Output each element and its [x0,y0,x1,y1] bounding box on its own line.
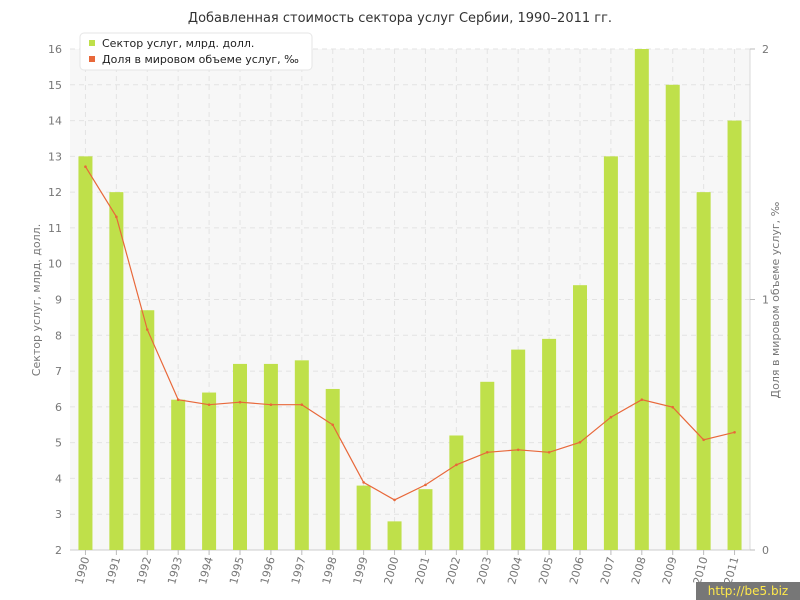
y-left-tick-label: 6 [55,401,62,414]
y-left-tick-label: 10 [48,258,62,271]
y-left-tick-label: 7 [55,365,62,378]
bar [78,156,93,550]
bar [542,338,557,550]
x-tick-label: 2004 [505,555,525,585]
x-tick-label: 1990 [73,555,93,585]
bar [325,388,340,550]
y-axis-right-title: Доля в мировом объеме услуг, ‰ [769,201,782,398]
bars [78,49,742,551]
bar [356,485,371,550]
line-point [207,403,211,407]
x-tick-label: 2002 [443,555,463,585]
bar [233,363,247,550]
x-tick-label: 2006 [567,555,587,585]
x-tick-label: 1998 [320,555,340,585]
y-right-tick-label: 1 [762,294,769,307]
y-left-tick-label: 8 [55,329,62,342]
y-left-tick-label: 5 [55,437,62,450]
watermark-link[interactable]: http://be5.biz [696,582,800,600]
chart-title: Добавленная стоимость сектора услуг Серб… [188,11,612,26]
bar [418,489,433,550]
bar [573,285,587,550]
x-tick-label: 1991 [103,555,123,585]
x-tick-label: 2003 [474,555,494,585]
x-tick-label: 1994 [196,555,216,585]
line-point [331,423,335,427]
bar [109,192,124,550]
line-point [362,481,365,484]
line-point [145,328,149,331]
legend-label-bars: Сектор услуг, млрд. долл. [102,37,254,50]
y-left-tick-label: 3 [55,508,62,521]
y-axis-left-title: Сектор услуг, млрд. долл. [30,224,43,376]
bar [665,84,680,551]
legend-swatch-line [89,56,95,62]
bar [263,363,278,550]
bar [634,49,649,550]
y-left-tick-label: 12 [48,186,62,199]
y-right-tick-label: 2 [762,43,769,56]
legend: Сектор услуг, млрд. долл. Доля в мировом… [79,32,313,71]
x-tick-label: 2009 [660,555,680,585]
line-point [516,448,520,452]
y-left-tick-label: 13 [48,150,62,163]
line-series [84,165,736,502]
y-right-tick-label: 0 [762,544,769,557]
bar [171,399,186,550]
legend-swatch-bars [89,40,95,46]
line-point [455,463,458,467]
y-left-tick-label: 14 [48,115,62,128]
line-point [393,498,396,502]
bar [449,435,464,550]
y-left-tick-label: 15 [48,79,62,92]
line-point [702,438,705,442]
line-point [640,398,644,402]
x-tick-label: 1996 [258,555,278,585]
line-point [300,403,304,407]
y-left-tick-label: 11 [48,222,62,235]
line-point [733,430,736,434]
line-point [424,483,427,487]
x-tick-label: 2001 [413,555,433,585]
bar [480,381,495,550]
x-tick-label: 2000 [382,555,402,585]
y-left-tick-label: 2 [55,544,62,557]
y-left-tick-label: 16 [48,43,62,56]
line-point [547,451,551,454]
x-tick-label: 1993 [165,555,185,585]
y-left-tick-label: 4 [55,472,62,485]
bar [387,521,402,550]
legend-box [79,32,313,71]
line-point [238,400,242,404]
line-point [671,405,675,409]
line-point [84,165,87,169]
line-point [485,451,489,454]
x-tick-label: 1997 [289,555,309,585]
y-left-tick-label: 9 [55,294,62,307]
x-tick-label: 1999 [351,555,371,585]
line-point [269,403,273,407]
x-tick-label: 2008 [629,555,649,585]
x-tick-label: 1995 [227,555,247,585]
bar [696,192,711,550]
x-tick-label: 2007 [598,555,618,585]
series-line [84,166,735,501]
bar [727,120,742,551]
bar [202,392,217,550]
legend-label-line: Доля в мировом объеме услуг, ‰ [102,53,299,66]
bar [603,156,618,550]
bar [140,310,155,550]
line-point [115,215,118,219]
x-tick-label: 2005 [536,555,556,585]
line-point [609,415,613,419]
x-tick-label: 1992 [134,555,154,585]
bar [294,360,309,550]
line-point [578,440,582,444]
line-point [176,398,180,402]
